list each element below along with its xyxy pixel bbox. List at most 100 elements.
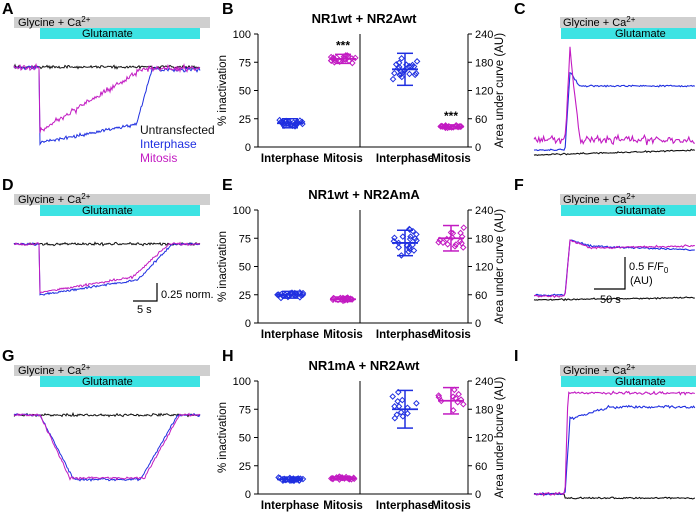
glutamate-bar-c <box>561 28 696 39</box>
data-point <box>394 397 401 405</box>
y-tick-label-left: 25 <box>239 461 251 473</box>
y-tick-label-right: 120 <box>475 433 493 445</box>
category-label: Mitosis <box>431 153 471 165</box>
trace-c-mitosis <box>533 46 696 146</box>
y-tick-label-left: 25 <box>239 290 251 302</box>
y-tick-label-right: 60 <box>475 114 487 126</box>
glutamate-bar-f <box>561 205 696 216</box>
data-point <box>406 70 413 78</box>
y-tick-label-right: 120 <box>475 86 493 98</box>
trace-c-untransfected <box>533 148 696 157</box>
y-tick-label-right: 120 <box>475 262 493 274</box>
scatter-panel-e: NR1wt + NR2AmA 0 25 50 75 100 0 60 120 180 240 % in… <box>217 187 506 341</box>
data-point <box>395 239 402 247</box>
data-point <box>391 69 398 77</box>
scale-time-right: 50 s <box>600 294 621 306</box>
glutamate-bar-a <box>40 28 200 39</box>
category-label: Interphase <box>261 153 319 165</box>
trace-d-mitosis <box>13 241 201 294</box>
y-tick-label-left: 0 <box>245 489 251 501</box>
data-point <box>298 118 306 126</box>
scatter-plots: NR1wt + NR2Awt 0 25 50 75 100 0 60 120 180 240 % in… <box>217 11 506 512</box>
data-point <box>455 390 462 398</box>
trace-i-mitosis <box>533 390 695 497</box>
category-label: Interphase <box>261 329 319 341</box>
y-tick-label-right: 240 <box>475 376 493 388</box>
legend-mitosis: Mitosis <box>140 151 177 165</box>
glutamate-bar-d <box>40 205 200 216</box>
data-point <box>404 410 411 417</box>
data-point <box>451 386 458 394</box>
y-tick-label-right: 180 <box>475 404 493 416</box>
data-point <box>411 71 419 79</box>
category-label: Interphase <box>261 500 319 512</box>
ca-superscript: 2+ <box>81 363 90 372</box>
panel-letter-a: A <box>2 1 14 18</box>
y-tick-label-left: 100 <box>233 29 251 41</box>
significance-mark: *** <box>336 38 350 52</box>
data-point <box>458 233 466 240</box>
y-tick-label-right: 180 <box>475 233 493 245</box>
data-point <box>406 225 413 233</box>
category-label: Interphase <box>376 153 434 165</box>
y-tick-label-left: 0 <box>245 142 251 154</box>
trace-c-interphase <box>533 71 696 152</box>
glycine-ca-label-g: Glycine + Ca2+ <box>18 363 91 377</box>
scale-bar-left <box>133 283 158 302</box>
y-tick-label-left: 100 <box>233 376 251 388</box>
y-tick-label-left: 75 <box>239 57 251 69</box>
data-point <box>395 244 403 251</box>
glutamate-label-g: Glutamate <box>82 376 133 388</box>
data-point <box>407 233 414 240</box>
trace-d-interphase <box>13 242 201 296</box>
scatter-title-e: NR1wt + NR2AmA <box>308 187 420 202</box>
scatter-title-b: NR1wt + NR2Awt <box>312 11 418 26</box>
traces <box>13 46 696 500</box>
y-label-right: Area under curve (AU) <box>494 209 506 324</box>
y-tick-label-left: 25 <box>239 114 251 126</box>
y-tick-label-right: 60 <box>475 461 487 473</box>
category-label: Interphase <box>376 500 434 512</box>
trace-f-untransfected <box>533 296 695 302</box>
data-point <box>391 414 399 422</box>
data-point <box>296 293 304 301</box>
data-point <box>460 224 468 231</box>
category-label: Mitosis <box>323 153 363 165</box>
data-point <box>456 237 464 245</box>
data-point <box>389 393 397 400</box>
data-point <box>435 393 443 401</box>
ca-superscript: 2+ <box>81 192 90 201</box>
data-point <box>435 392 442 399</box>
data-point <box>278 290 285 298</box>
y-label-left: % inactivation <box>217 55 229 126</box>
scatter-panel-h: NR1mA + NR2Awt 0 25 50 75 100 0 60 120 180 240 % in… <box>217 358 506 512</box>
data-point <box>391 234 398 242</box>
trace-g-interphase <box>13 412 201 482</box>
data-point <box>459 244 467 251</box>
data-point <box>351 54 359 62</box>
y-label-right: Area under bcurve (AU) <box>494 377 506 499</box>
data-point <box>406 243 413 251</box>
data-point <box>394 388 402 396</box>
category-label: Mitosis <box>431 329 471 341</box>
data-point <box>413 399 420 407</box>
trace-f-mitosis <box>533 239 695 299</box>
data-point <box>299 475 307 483</box>
data-point <box>397 68 405 75</box>
data-point <box>277 118 285 126</box>
data-point <box>398 396 406 404</box>
data-point <box>277 294 285 302</box>
y-tick-label-left: 0 <box>245 318 251 330</box>
significance-mark: *** <box>444 109 458 123</box>
scale-bar-right <box>594 257 626 290</box>
data-point <box>413 58 421 65</box>
glutamate-bar-i <box>561 376 696 387</box>
panel-letter-f: F <box>514 177 524 194</box>
trace-g-mitosis <box>13 412 201 481</box>
trace-g-untransfected <box>13 411 201 418</box>
ca-superscript: 2+ <box>81 15 90 24</box>
scatter-panel-b: NR1wt + NR2Awt 0 25 50 75 100 0 60 120 180 240 % in… <box>217 11 506 165</box>
glycine-bar-a <box>14 17 210 28</box>
data-point <box>285 118 293 125</box>
glycine-ca-label-a: Glycine + Ca2+ <box>18 15 91 29</box>
